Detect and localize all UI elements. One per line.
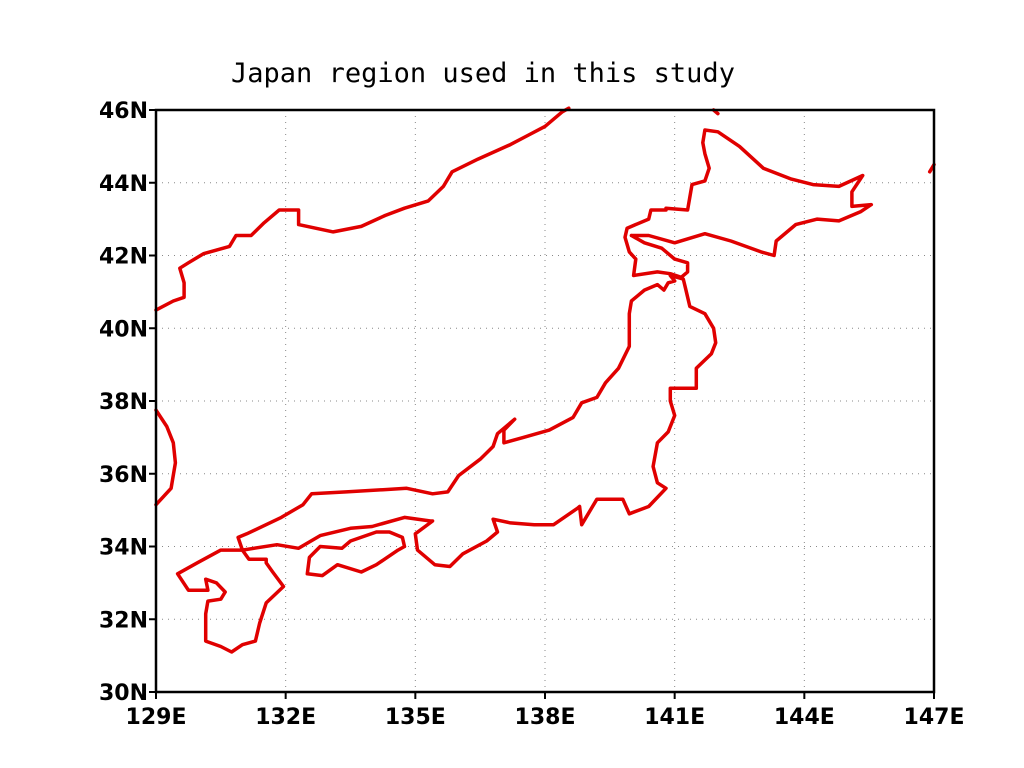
coastline-asian-mainland <box>154 106 571 312</box>
coastline-shikoku <box>305 530 407 578</box>
coastline-korea-east-coast <box>154 408 178 507</box>
x-tick-label: 144E <box>774 705 835 730</box>
x-tick-label: 141E <box>644 705 705 730</box>
y-tick-label: 40N <box>99 317 148 342</box>
x-tick-label: 135E <box>385 705 446 730</box>
map-frame <box>154 108 936 694</box>
y-tick-label: 46N <box>99 99 148 124</box>
coastlines <box>154 106 936 654</box>
coastline-hokkaido <box>623 128 874 280</box>
axis-labels: 129E 132E 135E 138E 141E 144E 147E 30N 32N 34N 36N… <box>99 99 965 730</box>
x-tick-label: 147E <box>904 705 965 730</box>
coastline-kyushu <box>175 548 286 654</box>
x-tick-label: 138E <box>515 705 576 730</box>
x-tick-label: 129E <box>126 705 187 730</box>
y-tick-label: 34N <box>99 536 148 561</box>
graticule <box>156 110 934 692</box>
y-tick-label: 42N <box>99 245 148 270</box>
x-tick-label: 132E <box>255 705 316 730</box>
y-tick-label: 38N <box>99 390 148 415</box>
y-tick-label: 30N <box>99 681 148 706</box>
y-tick-label: 32N <box>99 608 148 633</box>
y-tick-label: 44N <box>99 172 148 197</box>
coastline-honshu <box>236 273 718 569</box>
y-tick-label: 36N <box>99 463 148 488</box>
map-title: Japan region used in this study <box>231 58 735 89</box>
